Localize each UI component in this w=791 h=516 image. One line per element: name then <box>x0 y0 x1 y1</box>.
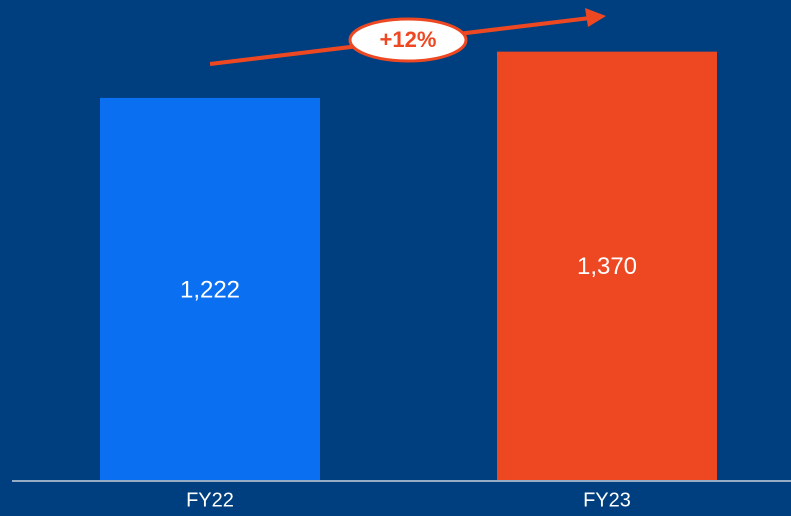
value-label: 1,222 <box>180 276 240 303</box>
value-label: 1,370 <box>577 253 637 280</box>
arrow-head <box>585 8 606 27</box>
annotation-bubble <box>348 17 468 63</box>
annotation: +12% <box>380 27 437 52</box>
x-tick-label: FY23 <box>583 489 631 511</box>
bar <box>497 51 717 480</box>
growth-arrow: +12% <box>209 8 606 66</box>
bar <box>100 97 320 481</box>
x-tick-label: FY22 <box>186 489 234 511</box>
